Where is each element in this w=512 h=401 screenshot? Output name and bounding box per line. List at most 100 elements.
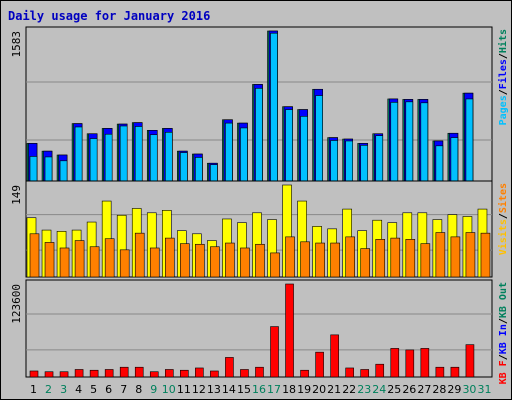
bar-pages bbox=[450, 137, 459, 185]
bar-sites bbox=[420, 243, 431, 278]
x-tick-label: 14 bbox=[222, 383, 236, 396]
bar-sites bbox=[89, 246, 100, 278]
bar-pages bbox=[89, 138, 98, 185]
y-max-label: 149 bbox=[10, 185, 23, 205]
bar-kb-f bbox=[29, 370, 39, 378]
bar-sites bbox=[330, 242, 340, 278]
x-tick-label: 28 bbox=[432, 383, 446, 396]
legend-item: Files bbox=[497, 59, 509, 89]
x-tick-label: 27 bbox=[417, 383, 431, 396]
bar-kb-f bbox=[465, 344, 475, 378]
bar-pages bbox=[240, 127, 248, 185]
x-tick-label: 23 bbox=[357, 383, 371, 396]
x-tick-label: 20 bbox=[312, 383, 326, 396]
x-tick-label: 10 bbox=[162, 383, 176, 396]
panel-3: 123600 KB F/KB In/KB Out bbox=[10, 279, 509, 384]
bar-sites bbox=[195, 243, 205, 278]
x-tick-label: 13 bbox=[207, 383, 221, 396]
bar-pages bbox=[405, 101, 414, 185]
legend-item: KB F bbox=[498, 360, 509, 384]
x-axis-labels: 1 2 3 4 5 6 7 8 9 10 11 12 13 14 15 16 17 18 19 20 21 22 23 24 2… bbox=[30, 383, 491, 396]
x-tick-label: 11 bbox=[177, 383, 191, 396]
bar-sites bbox=[119, 249, 130, 278]
bar-pages bbox=[285, 109, 293, 185]
x-tick-label: 17 bbox=[267, 383, 281, 396]
bar-pages bbox=[44, 156, 53, 185]
bar-sites bbox=[44, 242, 55, 278]
bar-sites bbox=[480, 232, 491, 278]
x-tick-label: 21 bbox=[327, 383, 341, 396]
bar-kb-f bbox=[300, 369, 309, 378]
bar-kb-f bbox=[390, 348, 400, 378]
bar-sites bbox=[390, 237, 401, 278]
bar-kb-f bbox=[134, 366, 144, 378]
bar-kb-f bbox=[345, 367, 354, 378]
bar-kb-f bbox=[164, 369, 174, 378]
legend-item: KB In bbox=[498, 324, 509, 354]
bar-pages bbox=[360, 145, 369, 185]
legend-3: KB F/KB In/KB Out bbox=[498, 282, 509, 384]
bar-pages bbox=[74, 126, 83, 185]
bar-pages bbox=[195, 157, 203, 185]
bar-pages bbox=[390, 102, 399, 185]
y-max-label: 1583 bbox=[10, 31, 23, 58]
bar-sites bbox=[285, 236, 295, 278]
bar-pages bbox=[270, 32, 278, 185]
bar-sites bbox=[180, 243, 190, 278]
bar-pages bbox=[255, 88, 263, 185]
legend-item: / bbox=[498, 213, 509, 219]
x-tick-label: 7 bbox=[120, 383, 127, 396]
bar-sites bbox=[134, 232, 145, 278]
bar-sites bbox=[59, 247, 70, 278]
bar-kb-f bbox=[180, 369, 189, 378]
x-tick-label: 30 bbox=[462, 383, 476, 396]
bar-pages bbox=[225, 122, 233, 185]
bar-kb-f bbox=[360, 369, 370, 378]
bar-pages bbox=[300, 116, 308, 185]
bar-kb-f bbox=[74, 369, 84, 378]
bar-sites bbox=[375, 239, 386, 278]
legend-item: Sites bbox=[497, 183, 509, 213]
bar-sites bbox=[29, 233, 40, 278]
x-tick-label: 19 bbox=[297, 383, 311, 396]
bar-pages bbox=[330, 140, 338, 185]
bar-sites bbox=[405, 239, 416, 278]
bar-pages bbox=[375, 135, 384, 185]
panel-2: 149 Visits/Sites bbox=[10, 180, 509, 278]
legend-item: Visits bbox=[497, 219, 509, 255]
bar-kb-f bbox=[240, 369, 249, 378]
legend-item: Hits bbox=[497, 29, 509, 53]
bar-kb-f bbox=[450, 366, 460, 378]
x-tick-label: 18 bbox=[282, 383, 296, 396]
legend-item: / bbox=[498, 89, 509, 95]
bar-kb-f bbox=[255, 366, 264, 378]
x-tick-label: 25 bbox=[387, 383, 401, 396]
bar-sites bbox=[240, 247, 250, 278]
bar-pages bbox=[420, 102, 429, 185]
bar-kb-f bbox=[210, 370, 219, 378]
bar-pages bbox=[29, 156, 38, 185]
x-tick-label: 29 bbox=[447, 383, 461, 396]
bar-sites bbox=[255, 243, 265, 278]
bar-kb-f bbox=[149, 371, 159, 378]
bar-sites bbox=[465, 232, 476, 278]
bar-pages bbox=[104, 133, 113, 185]
panel-plot-area bbox=[25, 279, 493, 378]
x-tick-label: 4 bbox=[75, 383, 82, 396]
x-tick-label: 31 bbox=[477, 383, 491, 396]
bar-kb-f bbox=[405, 349, 415, 378]
y-max-label: 123600 bbox=[10, 284, 23, 324]
x-tick-label: 15 bbox=[237, 383, 251, 396]
x-tick-label: 3 bbox=[60, 383, 67, 396]
x-tick-label: 5 bbox=[90, 383, 97, 396]
bar-kb-f bbox=[420, 348, 430, 378]
bar-kb-f bbox=[315, 351, 324, 378]
bar-sites bbox=[360, 248, 371, 278]
bar-sites bbox=[225, 242, 235, 278]
x-tick-label: 16 bbox=[252, 383, 266, 396]
bar-sites bbox=[104, 238, 115, 278]
bar-pages bbox=[119, 125, 128, 185]
chart-panels: 1583Pages/Files/Hits149Visits/Sites12360… bbox=[10, 26, 509, 384]
bar-kb-f bbox=[59, 371, 69, 378]
